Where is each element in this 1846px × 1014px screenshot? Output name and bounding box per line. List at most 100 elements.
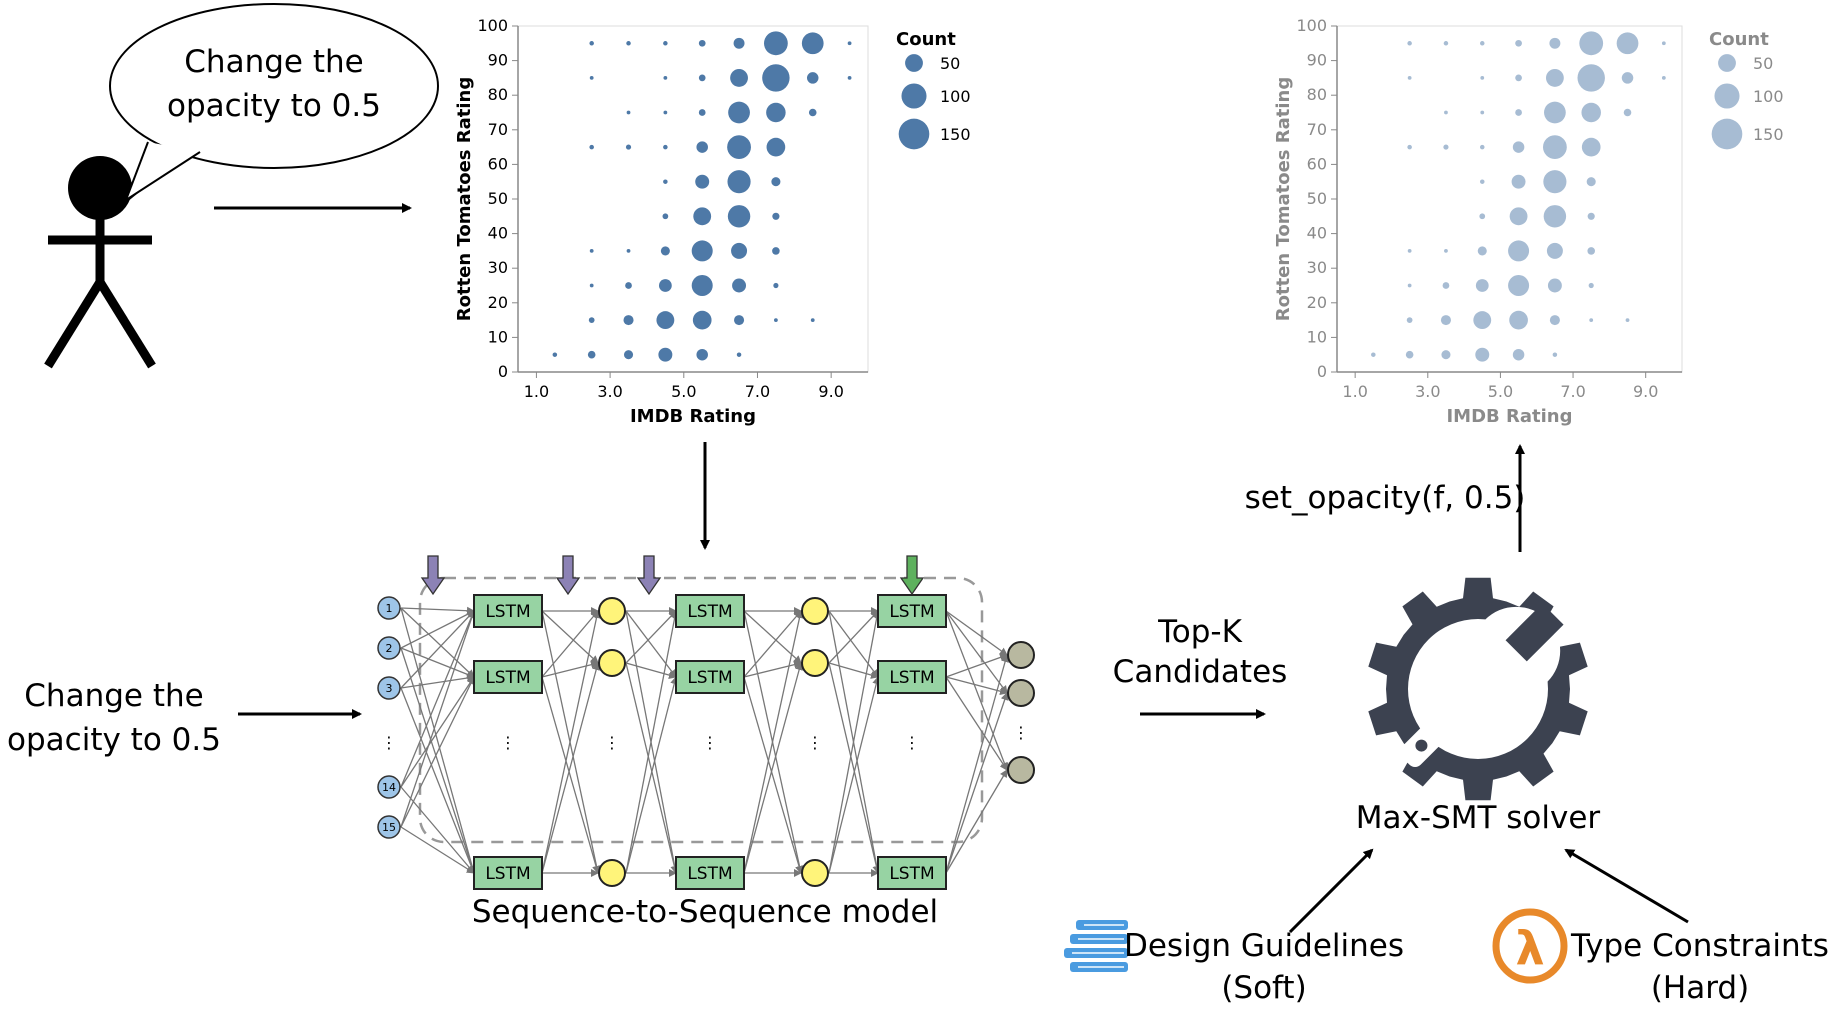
network-edge — [400, 607, 475, 678]
solver-label: Max-SMT solver — [1356, 800, 1601, 836]
type-constraints-line2: (Hard) — [1651, 970, 1749, 1006]
network-edge — [400, 826, 475, 874]
data-point — [658, 279, 672, 292]
data-point — [766, 102, 786, 123]
data-point — [663, 144, 668, 150]
y-tick-label: 70 — [1307, 120, 1327, 139]
data-point — [774, 318, 778, 322]
network-edge — [743, 660, 802, 678]
data-point — [1512, 348, 1525, 361]
x-tick-label: 9.0 — [1633, 382, 1658, 401]
data-point — [1480, 179, 1485, 184]
data-point — [728, 101, 750, 124]
lstm-cell — [473, 594, 543, 628]
network-edge — [625, 610, 677, 678]
lstm-label: LSTM — [889, 602, 934, 622]
data-point — [1616, 32, 1639, 55]
design-guidelines-line2: (Soft) — [1221, 970, 1306, 1006]
network-edge — [400, 610, 475, 689]
data-point — [772, 212, 780, 220]
data-point — [847, 76, 852, 80]
data-point — [1407, 249, 1412, 253]
x-axis-title: IMDB Rating — [630, 406, 756, 427]
data-point — [810, 318, 815, 322]
y-tick-label: 100 — [1296, 16, 1327, 35]
design-guidelines-line1: Design Guidelines — [1124, 928, 1404, 964]
network-edge — [541, 660, 599, 678]
data-point — [1581, 102, 1601, 123]
input-node — [377, 815, 401, 839]
x-axis-title: IMDB Rating — [1446, 406, 1572, 427]
model-caption: Sequence-to-Sequence model — [472, 894, 938, 930]
legend-symbol — [1718, 54, 1736, 72]
data-point — [1588, 282, 1594, 289]
network-edge — [743, 676, 803, 874]
lstm-cell — [675, 660, 745, 694]
network-edge — [743, 610, 804, 874]
y-tick-label: 0 — [1317, 362, 1327, 381]
data-point — [730, 68, 748, 87]
lstm-cell — [877, 594, 947, 628]
data-point — [1477, 246, 1487, 256]
input-node-label: 2 — [386, 642, 393, 655]
data-point — [662, 213, 669, 220]
input-arrow-icon — [636, 555, 662, 596]
input-arrow-icon — [555, 555, 581, 596]
y-tick-label: 40 — [1307, 224, 1327, 243]
books-icon — [1064, 920, 1128, 972]
data-point — [1586, 177, 1596, 187]
ellipsis: ⋮ — [604, 733, 620, 752]
network-edge — [400, 676, 475, 788]
data-point — [589, 144, 594, 150]
y-tick-label: 20 — [488, 293, 508, 312]
stick-figure-icon — [44, 156, 156, 369]
input-node — [377, 676, 401, 700]
ellipsis: ⋮ — [807, 733, 823, 752]
attention-node — [598, 859, 626, 887]
speech-bubble-line2: opacity to 0.5 — [167, 88, 381, 124]
data-point — [696, 141, 708, 153]
data-point — [1552, 352, 1558, 357]
network-edge — [828, 662, 881, 874]
data-point — [589, 249, 594, 253]
data-point — [736, 352, 742, 357]
data-point — [698, 39, 706, 47]
data-point — [626, 249, 631, 253]
speech-bubble-line1: Change the — [184, 44, 363, 80]
data-point — [626, 110, 631, 115]
data-point — [727, 205, 751, 228]
data-point — [1480, 144, 1485, 150]
ellipsis: ⋮ — [1013, 723, 1029, 742]
input-text-line1: Change the — [24, 678, 203, 714]
lstm-label: LSTM — [889, 668, 934, 688]
data-point — [727, 135, 751, 159]
type-constraints-line1: Type Constraints — [1570, 928, 1829, 964]
input-arrow-icon — [899, 555, 925, 596]
network-edge — [541, 610, 601, 874]
lstm-cell — [675, 856, 745, 890]
data-point — [1480, 41, 1485, 46]
data-point — [847, 41, 852, 46]
data-point — [1443, 41, 1449, 46]
data-point — [1543, 205, 1567, 228]
input-node-label: 3 — [386, 682, 393, 695]
data-point — [1407, 41, 1412, 46]
legend-symbol — [901, 83, 927, 109]
y-tick-label: 30 — [488, 258, 508, 277]
lstm-label: LSTM — [687, 864, 732, 884]
data-point — [692, 310, 712, 330]
data-point — [663, 76, 668, 80]
network-edge — [945, 610, 1008, 694]
lstm-label: LSTM — [687, 602, 732, 622]
data-point — [1549, 37, 1561, 49]
data-point — [1543, 170, 1567, 194]
input-node-label: 14 — [382, 781, 396, 794]
attention-node — [801, 597, 829, 625]
data-point — [1480, 76, 1485, 80]
data-point — [1515, 109, 1522, 116]
data-point — [658, 347, 673, 362]
x-tick-label: 3.0 — [1415, 382, 1440, 401]
data-point — [1515, 39, 1522, 47]
seq2seq-network: 1 2 3 14 15 ⋮ LSTM LSTM LSTM ⋮ LSTM LSTM LSTM ⋮ LSTM LS… — [377, 555, 1035, 890]
y-tick-label: 80 — [1307, 85, 1327, 104]
